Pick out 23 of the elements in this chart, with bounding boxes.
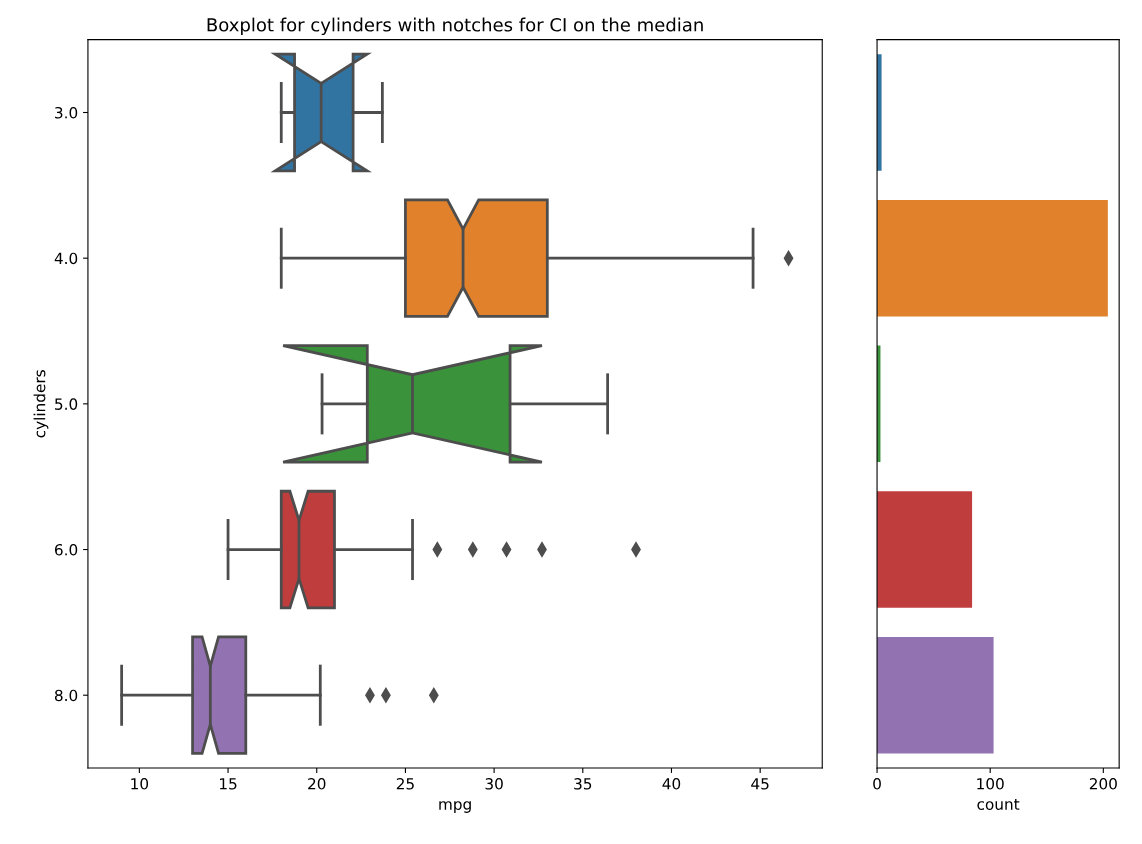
x-tick-label: 25 bbox=[396, 778, 414, 790]
chart-title: Boxplot for cylinders with notches for CI on the median bbox=[207, 17, 703, 36]
x-tick-label: 100 bbox=[977, 778, 1004, 790]
y-tick-label: 3.0 bbox=[55, 106, 78, 119]
y-tick-label: 5.0 bbox=[55, 398, 78, 410]
x-tick-label: 10 bbox=[131, 778, 149, 790]
x-tick-label: 40 bbox=[662, 778, 681, 790]
x-tick-label: 200 bbox=[1089, 778, 1117, 790]
bar bbox=[877, 199, 1108, 317]
x-tick-label: 20 bbox=[308, 778, 326, 790]
y-axis-title: cylinders bbox=[33, 370, 49, 438]
y-tick-label: 8.0 bbox=[54, 689, 78, 702]
x-axis-title: mpg bbox=[439, 801, 471, 813]
y-tick-label: 6.0 bbox=[54, 543, 78, 556]
bar bbox=[877, 636, 994, 754]
x-tick-label: 0 bbox=[873, 778, 881, 790]
bar bbox=[877, 491, 973, 608]
x-tick-label: 30 bbox=[485, 778, 503, 790]
x-tick-label: 45 bbox=[751, 778, 769, 790]
x-axis-title: count bbox=[977, 798, 1020, 810]
x-tick-label: 15 bbox=[220, 778, 237, 790]
x-tick-label: 35 bbox=[574, 778, 592, 790]
y-tick-label: 4.0 bbox=[54, 252, 78, 265]
